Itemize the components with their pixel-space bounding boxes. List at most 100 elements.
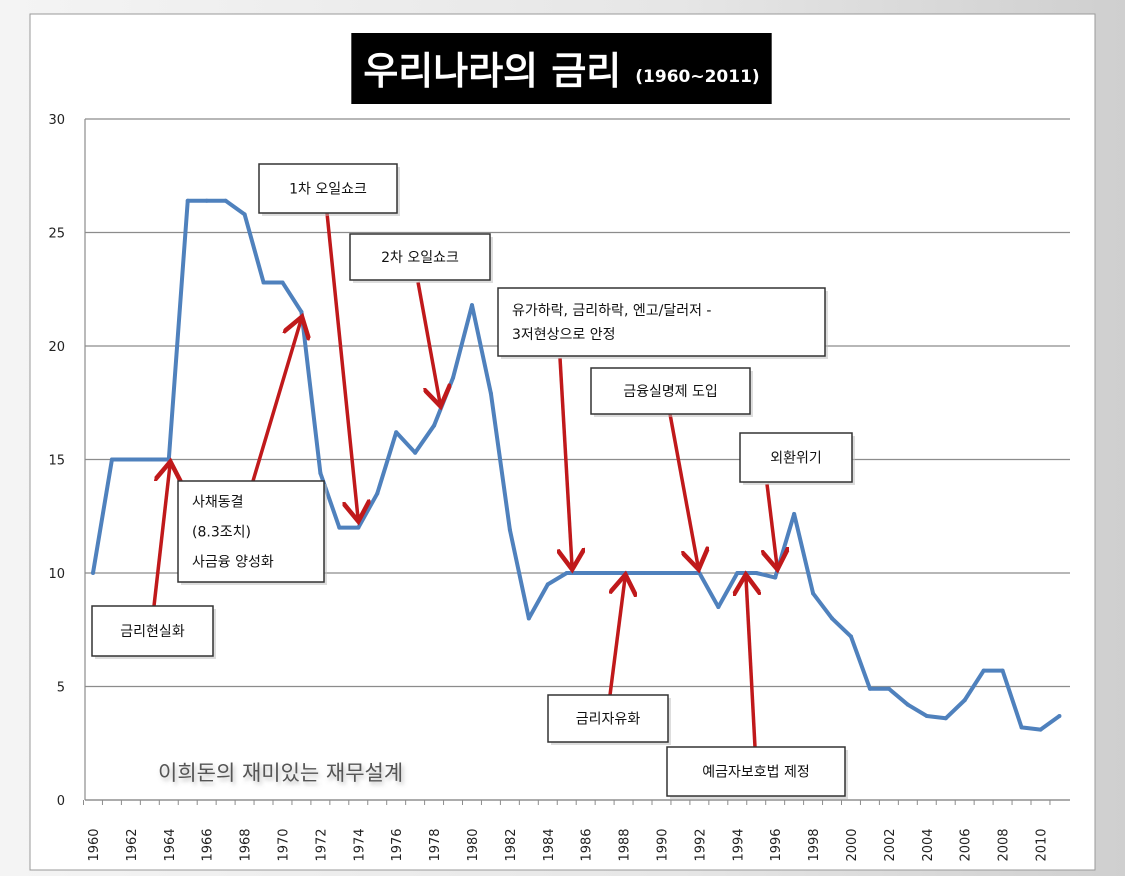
annotation-callout: 유가하락, 금리하락, 엔고/달러저 - 3저현상으로 안정 xyxy=(497,287,828,566)
chart-title: 우리나라의 금리 xyxy=(363,49,621,93)
data-point xyxy=(1019,725,1024,730)
annotation-arrow xyxy=(746,578,755,748)
chart-title-box: 우리나라의 금리 (1960~2011) xyxy=(351,33,772,104)
annotation-box xyxy=(739,432,853,483)
data-point xyxy=(697,571,702,575)
x-tick-label: 1992 xyxy=(693,828,708,861)
annotation-arrow xyxy=(608,578,625,696)
data-point xyxy=(811,591,816,596)
x-tick-label: 1980 xyxy=(466,828,481,861)
annotation-arrow xyxy=(416,281,440,403)
data-point xyxy=(867,686,872,691)
annotation-box xyxy=(177,480,325,583)
data-point xyxy=(943,716,948,721)
annotation-box xyxy=(497,287,826,357)
data-point xyxy=(147,457,152,462)
annotation-label: 2차 오일쇼크 xyxy=(381,250,459,266)
annotation-box xyxy=(91,605,214,657)
x-tick-label: 2002 xyxy=(883,828,898,861)
data-point xyxy=(924,714,929,719)
data-point xyxy=(735,571,740,575)
annotation-callout: 2차 오일쇼크 xyxy=(349,233,493,403)
x-tick-label: 1968 xyxy=(239,828,254,861)
x-tick-label: 2006 xyxy=(959,828,974,861)
annotation-arrow xyxy=(767,483,777,566)
annotation-label: 금융실명제 도입 xyxy=(623,384,718,400)
data-point xyxy=(640,571,645,575)
data-point xyxy=(128,457,133,462)
chart-subtitle: (1960~2011) xyxy=(635,67,759,87)
annotation-label: 금리현실화 xyxy=(120,624,185,640)
data-point xyxy=(1038,727,1043,732)
data-point xyxy=(962,698,967,703)
data-point xyxy=(337,525,342,530)
data-point xyxy=(109,457,114,462)
data-point xyxy=(754,571,759,575)
data-point xyxy=(602,571,607,575)
y-tick-label: 30 xyxy=(48,113,65,128)
annotation-arrow xyxy=(560,357,572,566)
annotation-label: 금리자유화 xyxy=(576,712,641,728)
data-point xyxy=(394,430,399,435)
annotation-callout: 금리자유화 xyxy=(547,578,671,745)
annotation-label: (8.3조치) xyxy=(192,525,251,541)
x-tick-label: 2010 xyxy=(1035,828,1050,861)
x-tick-label: 1966 xyxy=(201,828,216,861)
annotation-label: 1차 오일쇼크 xyxy=(289,182,367,198)
x-tick-label: 1988 xyxy=(618,828,633,861)
x-tick-label: 1974 xyxy=(352,828,367,861)
data-point xyxy=(91,571,95,575)
annotation-box xyxy=(666,746,846,797)
data-point xyxy=(280,280,285,285)
x-tick-label: 2008 xyxy=(997,828,1012,861)
annotation-arrow xyxy=(251,320,301,482)
data-point xyxy=(1057,714,1062,719)
annotation-label: 예금자보호법 제정 xyxy=(702,765,810,781)
data-point xyxy=(981,668,986,673)
x-tick-label: 1986 xyxy=(580,828,595,861)
data-point xyxy=(318,471,323,476)
x-tick-label: 1996 xyxy=(769,828,784,861)
x-tick-label: 1970 xyxy=(277,828,292,861)
y-tick-label: 0 xyxy=(57,794,65,809)
annotation-callout: 금융실명제 도입 xyxy=(590,367,753,566)
x-tick-label: 1960 xyxy=(87,828,102,861)
data-point xyxy=(621,571,626,575)
title-background xyxy=(351,33,772,104)
annotation-callout: 사채동결 (8.3조치) 사금융 양성화 xyxy=(177,320,327,585)
x-tick-label: 1976 xyxy=(390,828,405,861)
x-tick-label: 1964 xyxy=(163,828,178,861)
data-point xyxy=(830,616,835,621)
data-point xyxy=(526,616,531,621)
annotation-callout: 1차 오일쇼크 xyxy=(258,163,400,518)
data-point xyxy=(659,571,664,575)
annotation-label: 사채동결 xyxy=(192,495,244,511)
x-tick-label: 1998 xyxy=(807,828,822,861)
annotation-arrow xyxy=(668,413,698,566)
data-point xyxy=(185,198,190,203)
data-point xyxy=(545,582,550,587)
x-tick-label: 2004 xyxy=(921,828,936,861)
data-point xyxy=(375,491,380,496)
x-tick-label: 1984 xyxy=(542,828,557,861)
data-point xyxy=(470,303,474,308)
data-point xyxy=(166,457,171,462)
data-point xyxy=(242,212,247,217)
x-tick-label: 1994 xyxy=(731,828,746,861)
data-point xyxy=(792,511,797,516)
y-tick-label: 15 xyxy=(48,454,65,469)
y-tick-label: 10 xyxy=(48,567,65,582)
data-point xyxy=(716,605,721,610)
data-point xyxy=(507,527,512,532)
data-point xyxy=(564,571,569,575)
annotation-box xyxy=(547,694,669,743)
annotation-box xyxy=(258,163,398,214)
annotation-callout: 외환위기 xyxy=(739,432,855,566)
data-point xyxy=(223,198,228,203)
annotation-box xyxy=(349,233,491,281)
x-tick-label: 1962 xyxy=(125,828,140,861)
annotation-label: 3저현상으로 안정 xyxy=(512,327,616,343)
annotation-arrow xyxy=(152,465,170,607)
watermark-text: 이희돈의 재미있는 재무설계 xyxy=(158,761,403,785)
